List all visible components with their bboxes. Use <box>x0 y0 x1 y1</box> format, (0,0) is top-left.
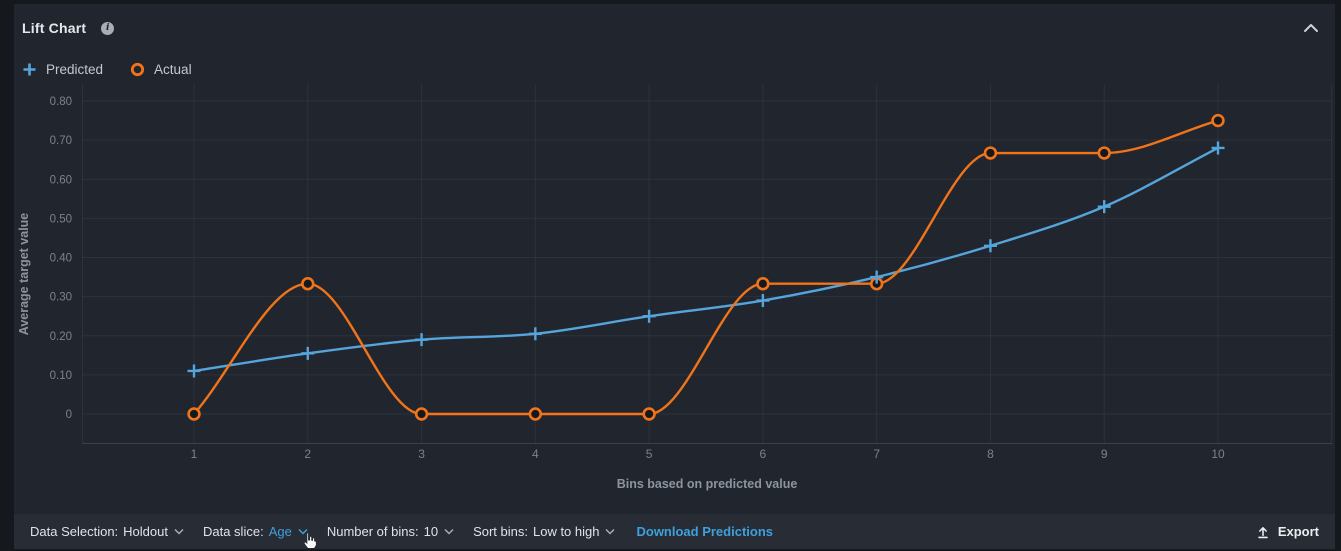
plus-marker-icon <box>22 62 37 77</box>
svg-text:4: 4 <box>532 447 539 461</box>
circle-marker-icon <box>130 62 145 77</box>
svg-text:0.30: 0.30 <box>50 292 72 304</box>
data-slice-label: Data slice: <box>202 524 264 539</box>
chart-footer-toolbar: Data Selection: Holdout Data slice: Age … <box>14 514 1335 549</box>
info-icon[interactable]: i <box>101 21 115 35</box>
svg-text:0.20: 0.20 <box>50 331 72 343</box>
data-slice-dropdown[interactable]: Data slice: Age <box>203 524 308 539</box>
svg-text:1: 1 <box>191 447 198 461</box>
number-of-bins-value: 10 <box>423 524 439 539</box>
svg-text:0.40: 0.40 <box>50 253 72 265</box>
data-selection-value: Holdout <box>123 524 168 539</box>
chevron-down-icon <box>444 528 454 535</box>
legend-label: Predicted <box>46 61 104 77</box>
chevron-down-icon <box>298 528 308 535</box>
svg-text:0.50: 0.50 <box>50 213 72 225</box>
page-title: Lift Chart <box>22 20 87 36</box>
data-selection-dropdown[interactable]: Data Selection: Holdout <box>30 524 184 539</box>
svg-text:9: 9 <box>1101 447 1108 461</box>
chevron-down-icon <box>174 528 184 535</box>
svg-text:6: 6 <box>760 447 767 461</box>
panel-header: Lift Chart i <box>14 4 1335 46</box>
chevron-down-icon <box>605 528 616 535</box>
lift-chart-plot[interactable]: 0.80 0.70 0.60 0.50 0.40 0.30 0.20 0.10 0 1 2 3 4 5 6 7… <box>14 84 1335 500</box>
svg-text:0.60: 0.60 <box>50 174 72 186</box>
sort-bins-value: Low to high <box>532 524 600 539</box>
sort-bins-label: Sort bins: <box>473 524 528 539</box>
svg-text:Bins based on predicted value: Bins based on predicted value <box>617 477 798 491</box>
svg-text:7: 7 <box>873 447 880 461</box>
svg-text:3: 3 <box>418 447 425 461</box>
svg-text:0.70: 0.70 <box>50 135 72 147</box>
collapse-button[interactable] <box>1301 18 1321 38</box>
svg-text:Average target value: Average target value <box>17 213 31 336</box>
export-label: Export <box>1277 524 1319 539</box>
svg-text:0: 0 <box>66 409 72 421</box>
svg-text:0.80: 0.80 <box>50 96 72 108</box>
number-of-bins-dropdown[interactable]: Number of bins: 10 <box>327 524 454 539</box>
download-predictions-link[interactable]: Download Predictions <box>636 524 773 539</box>
chart-canvas: 0.80 0.70 0.60 0.50 0.40 0.30 0.20 0.10 0 1 2 3 4 5 6 7… <box>17 84 1332 491</box>
sort-bins-dropdown[interactable]: Sort bins: Low to high <box>473 524 616 539</box>
export-button[interactable]: Export <box>1255 524 1319 540</box>
lift-chart-panel: Lift Chart i Predicted Actual <box>14 4 1335 549</box>
number-of-bins-label: Number of bins: <box>326 524 419 539</box>
data-slice-value: Age <box>268 524 292 539</box>
legend-item-predicted[interactable]: Predicted <box>22 62 103 77</box>
data-selection-label: Data Selection: <box>30 524 119 539</box>
legend-item-actual[interactable]: Actual <box>130 62 192 77</box>
svg-text:0.10: 0.10 <box>50 370 72 382</box>
chart-legend: Predicted Actual <box>14 46 1335 80</box>
legend-label: Actual <box>154 61 192 77</box>
svg-text:5: 5 <box>646 447 653 461</box>
export-icon <box>1258 526 1268 538</box>
svg-text:2: 2 <box>304 447 311 461</box>
svg-text:8: 8 <box>987 447 994 461</box>
svg-text:10: 10 <box>1211 447 1225 461</box>
chevron-up-icon <box>1304 24 1318 32</box>
